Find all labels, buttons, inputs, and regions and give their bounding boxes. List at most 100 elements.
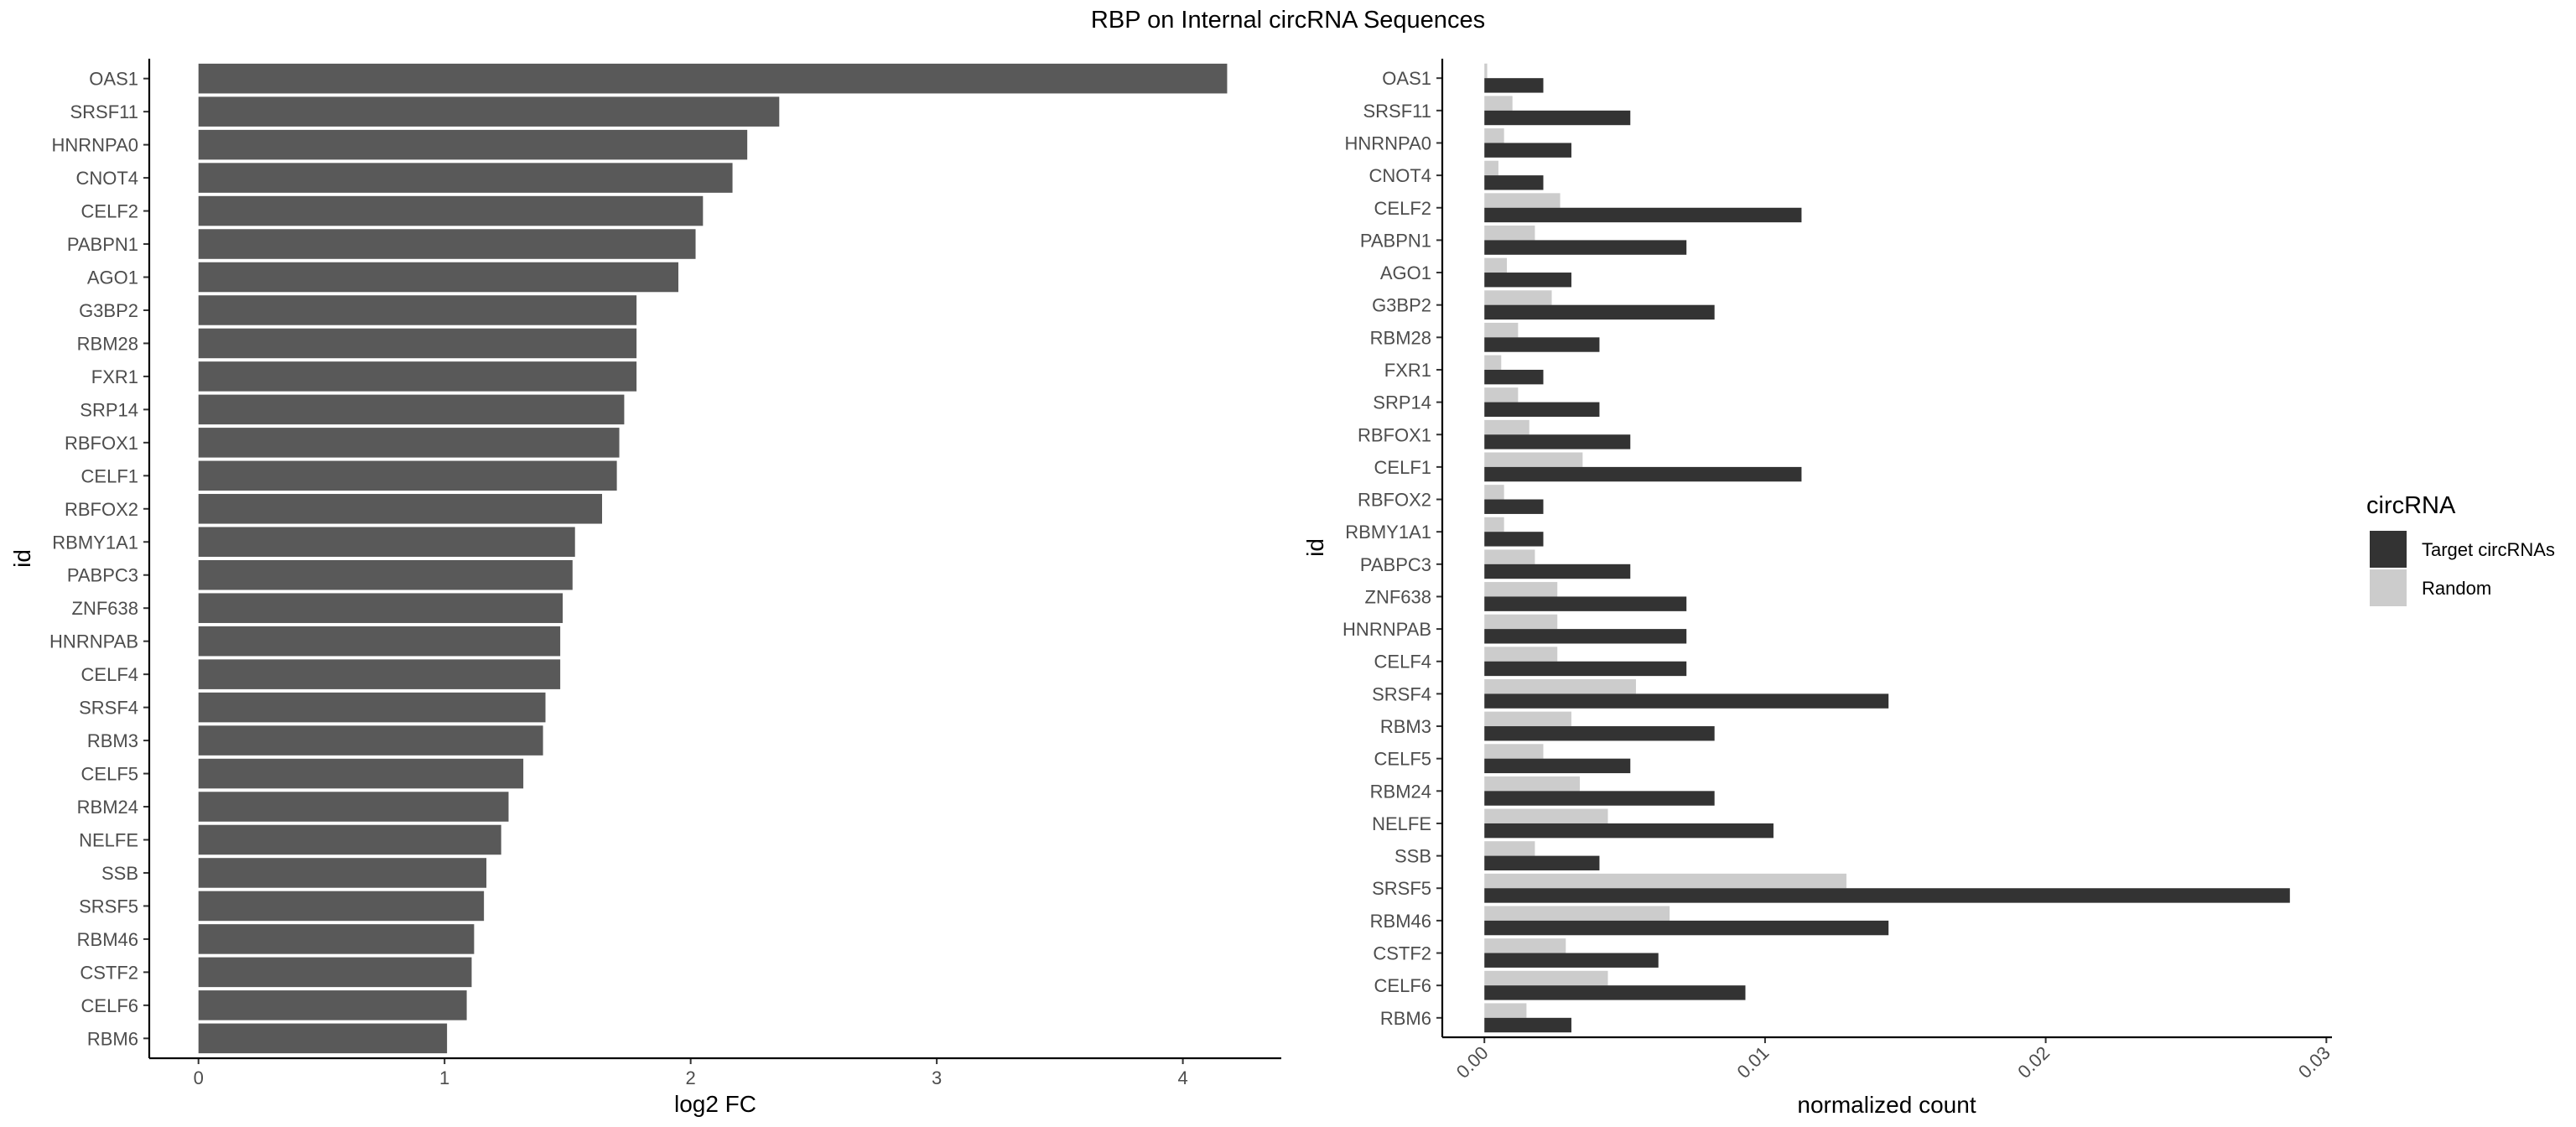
left-bar-oas1	[198, 63, 1228, 94]
random-bar-fxr1	[1484, 355, 1502, 370]
left-y-tick-label-hnrnpab: HNRNPAB	[49, 631, 138, 652]
right-y-tick-label-ssb: SSB	[1394, 846, 1431, 867]
left-y-tick-label-srsf4: SRSF4	[79, 698, 138, 719]
left-y-tick-label-srp14: SRP14	[80, 399, 138, 420]
left-chart-panel: OAS1 SRSF11 HNRNPA0 CNOT4 CELF2 PABPN1 AGO1 G3B…	[9, 59, 1281, 1117]
random-bar-rbm3	[1484, 711, 1571, 727]
target-bar-nelfe	[1484, 823, 1774, 839]
random-bar-pabpc3	[1484, 549, 1535, 564]
left-y-tick-label-fxr1: FXR1	[91, 366, 138, 387]
right-x-tick-label: 0.00	[1452, 1042, 1493, 1083]
random-bar-hnrnpab	[1484, 614, 1558, 630]
target-bar-srsf5	[1484, 888, 2290, 903]
left-y-tick-label-znf638: ZNF638	[72, 598, 138, 619]
left-y-tick-label-celf4: CELF4	[81, 664, 138, 685]
right-y-tick-label-pabpc3: PABPC3	[1360, 554, 1431, 575]
left-bar-rbm3	[198, 725, 543, 756]
random-bar-srsf11	[1484, 96, 1513, 111]
right-y-tick-label-hnrnpab: HNRNPAB	[1343, 619, 1431, 640]
right-y-tick-label-pabpn1: PABPN1	[1360, 230, 1431, 251]
target-bar-cstf2	[1484, 953, 1659, 968]
left-y-tick-label-oas1: OAS1	[89, 69, 138, 90]
left-x-tick-label: 2	[686, 1067, 696, 1088]
target-bar-fxr1	[1484, 369, 1544, 385]
left-y-tick-label-celf5: CELF5	[81, 764, 138, 785]
right-y-tick-label-oas1: OAS1	[1382, 68, 1431, 89]
random-bar-nelfe	[1484, 808, 1608, 823]
left-y-axis-title: id	[9, 549, 35, 568]
target-bar-celf2	[1484, 207, 1802, 223]
target-bar-rbfox2	[1484, 499, 1544, 514]
left-x-tick-label: 1	[439, 1067, 449, 1088]
left-y-tick-label-cstf2: CSTF2	[80, 962, 138, 983]
right-y-tick-label-srsf5: SRSF5	[1372, 878, 1431, 899]
right-y-tick-label-fxr1: FXR1	[1384, 360, 1431, 381]
left-bar-ago1	[198, 262, 678, 293]
random-bar-rbfox2	[1484, 485, 1504, 500]
left-bar-celf2	[198, 195, 704, 226]
left-y-tick-label-rbfox2: RBFOX2	[65, 499, 138, 520]
left-x-tick-label: 3	[932, 1067, 942, 1088]
right-y-tick-label-rbm28: RBM28	[1370, 327, 1431, 348]
left-bar-rbm46	[198, 924, 475, 954]
left-bar-hnrnpab	[198, 626, 561, 657]
left-y-tick-label-celf2: CELF2	[81, 201, 138, 222]
legend-items: Target circRNAs Random	[2370, 531, 2555, 606]
target-bar-znf638	[1484, 596, 1687, 611]
left-bar-rbm24	[198, 792, 509, 822]
left-bar-nelfe	[198, 824, 501, 855]
left-y-tick-label-g3bp2: G3BP2	[79, 300, 138, 321]
right-y-tick-label-celf4: CELF4	[1374, 652, 1431, 673]
right-y-tick-label-rbfox2: RBFOX2	[1358, 490, 1431, 511]
left-bar-celf6	[198, 990, 467, 1021]
target-bar-rbm28	[1484, 337, 1600, 352]
left-bar-rbfox2	[198, 494, 602, 524]
target-bar-celf6	[1484, 985, 1746, 1000]
target-bar-rbm24	[1484, 791, 1715, 806]
target-bar-srsf11	[1484, 110, 1631, 126]
random-bar-celf4	[1484, 647, 1558, 662]
random-bar-rbmy1a1	[1484, 517, 1504, 532]
right-x-axis-title: normalized count	[1797, 1092, 1976, 1118]
target-bar-rbm6	[1484, 1017, 1571, 1033]
random-bar-g3bp2	[1484, 290, 1552, 305]
random-bar-srsf5	[1484, 873, 1846, 889]
right-bar-group	[1484, 63, 2290, 1033]
left-bar-srsf4	[198, 692, 546, 723]
left-y-tick-label-celf1: CELF1	[81, 465, 138, 486]
left-bar-hnrnpa0	[198, 129, 748, 160]
left-y-tick-label-ago1: AGO1	[87, 267, 138, 288]
right-y-tick-label-ago1: AGO1	[1380, 262, 1431, 283]
random-bar-rbm46	[1484, 906, 1670, 921]
target-bar-hnrnpa0	[1484, 143, 1571, 158]
right-y-tick-label-srsf4: SRSF4	[1372, 683, 1431, 704]
left-y-tick-label-nelfe: NELFE	[79, 829, 138, 850]
random-bar-rbm6	[1484, 1003, 1527, 1018]
random-bar-znf638	[1484, 582, 1558, 597]
left-y-tick-label-celf6: CELF6	[81, 995, 138, 1016]
left-bar-ssb	[198, 858, 487, 888]
left-bar-rbfox1	[198, 428, 620, 458]
left-y-tick-label-srsf5: SRSF5	[79, 896, 138, 917]
right-y-tick-label-nelfe: NELFE	[1372, 813, 1431, 834]
left-y-tick-label-pabpn1: PABPN1	[67, 234, 138, 255]
target-bar-rbm3	[1484, 726, 1715, 741]
left-bar-cnot4	[198, 163, 733, 193]
left-bar-rbm6	[198, 1023, 448, 1054]
right-y-tick-label-srp14: SRP14	[1373, 392, 1431, 413]
right-chart-panel: OAS1 SRSF11 HNRNPA0 CNOT4 CELF2 PABPN1 AGO1 G3B…	[1302, 59, 2334, 1118]
left-x-axis-title: log2 FC	[674, 1091, 756, 1117]
random-bar-srsf4	[1484, 679, 1636, 694]
legend-swatch-random	[2370, 569, 2407, 606]
random-bar-hnrnpa0	[1484, 128, 1504, 143]
target-bar-srsf4	[1484, 693, 1889, 709]
left-y-tick-label-cnot4: CNOT4	[75, 168, 138, 189]
target-bar-ssb	[1484, 855, 1600, 870]
legend-label-target-circrnas: Target circRNAs	[2422, 539, 2555, 560]
left-bar-celf4	[198, 659, 561, 689]
left-y-tick-label-rbmy1a1: RBMY1A1	[52, 532, 138, 553]
legend-title: circRNA	[2366, 492, 2456, 519]
right-y-tick-label-znf638: ZNF638	[1365, 586, 1431, 607]
right-y-tick-label-rbm46: RBM46	[1370, 911, 1431, 932]
